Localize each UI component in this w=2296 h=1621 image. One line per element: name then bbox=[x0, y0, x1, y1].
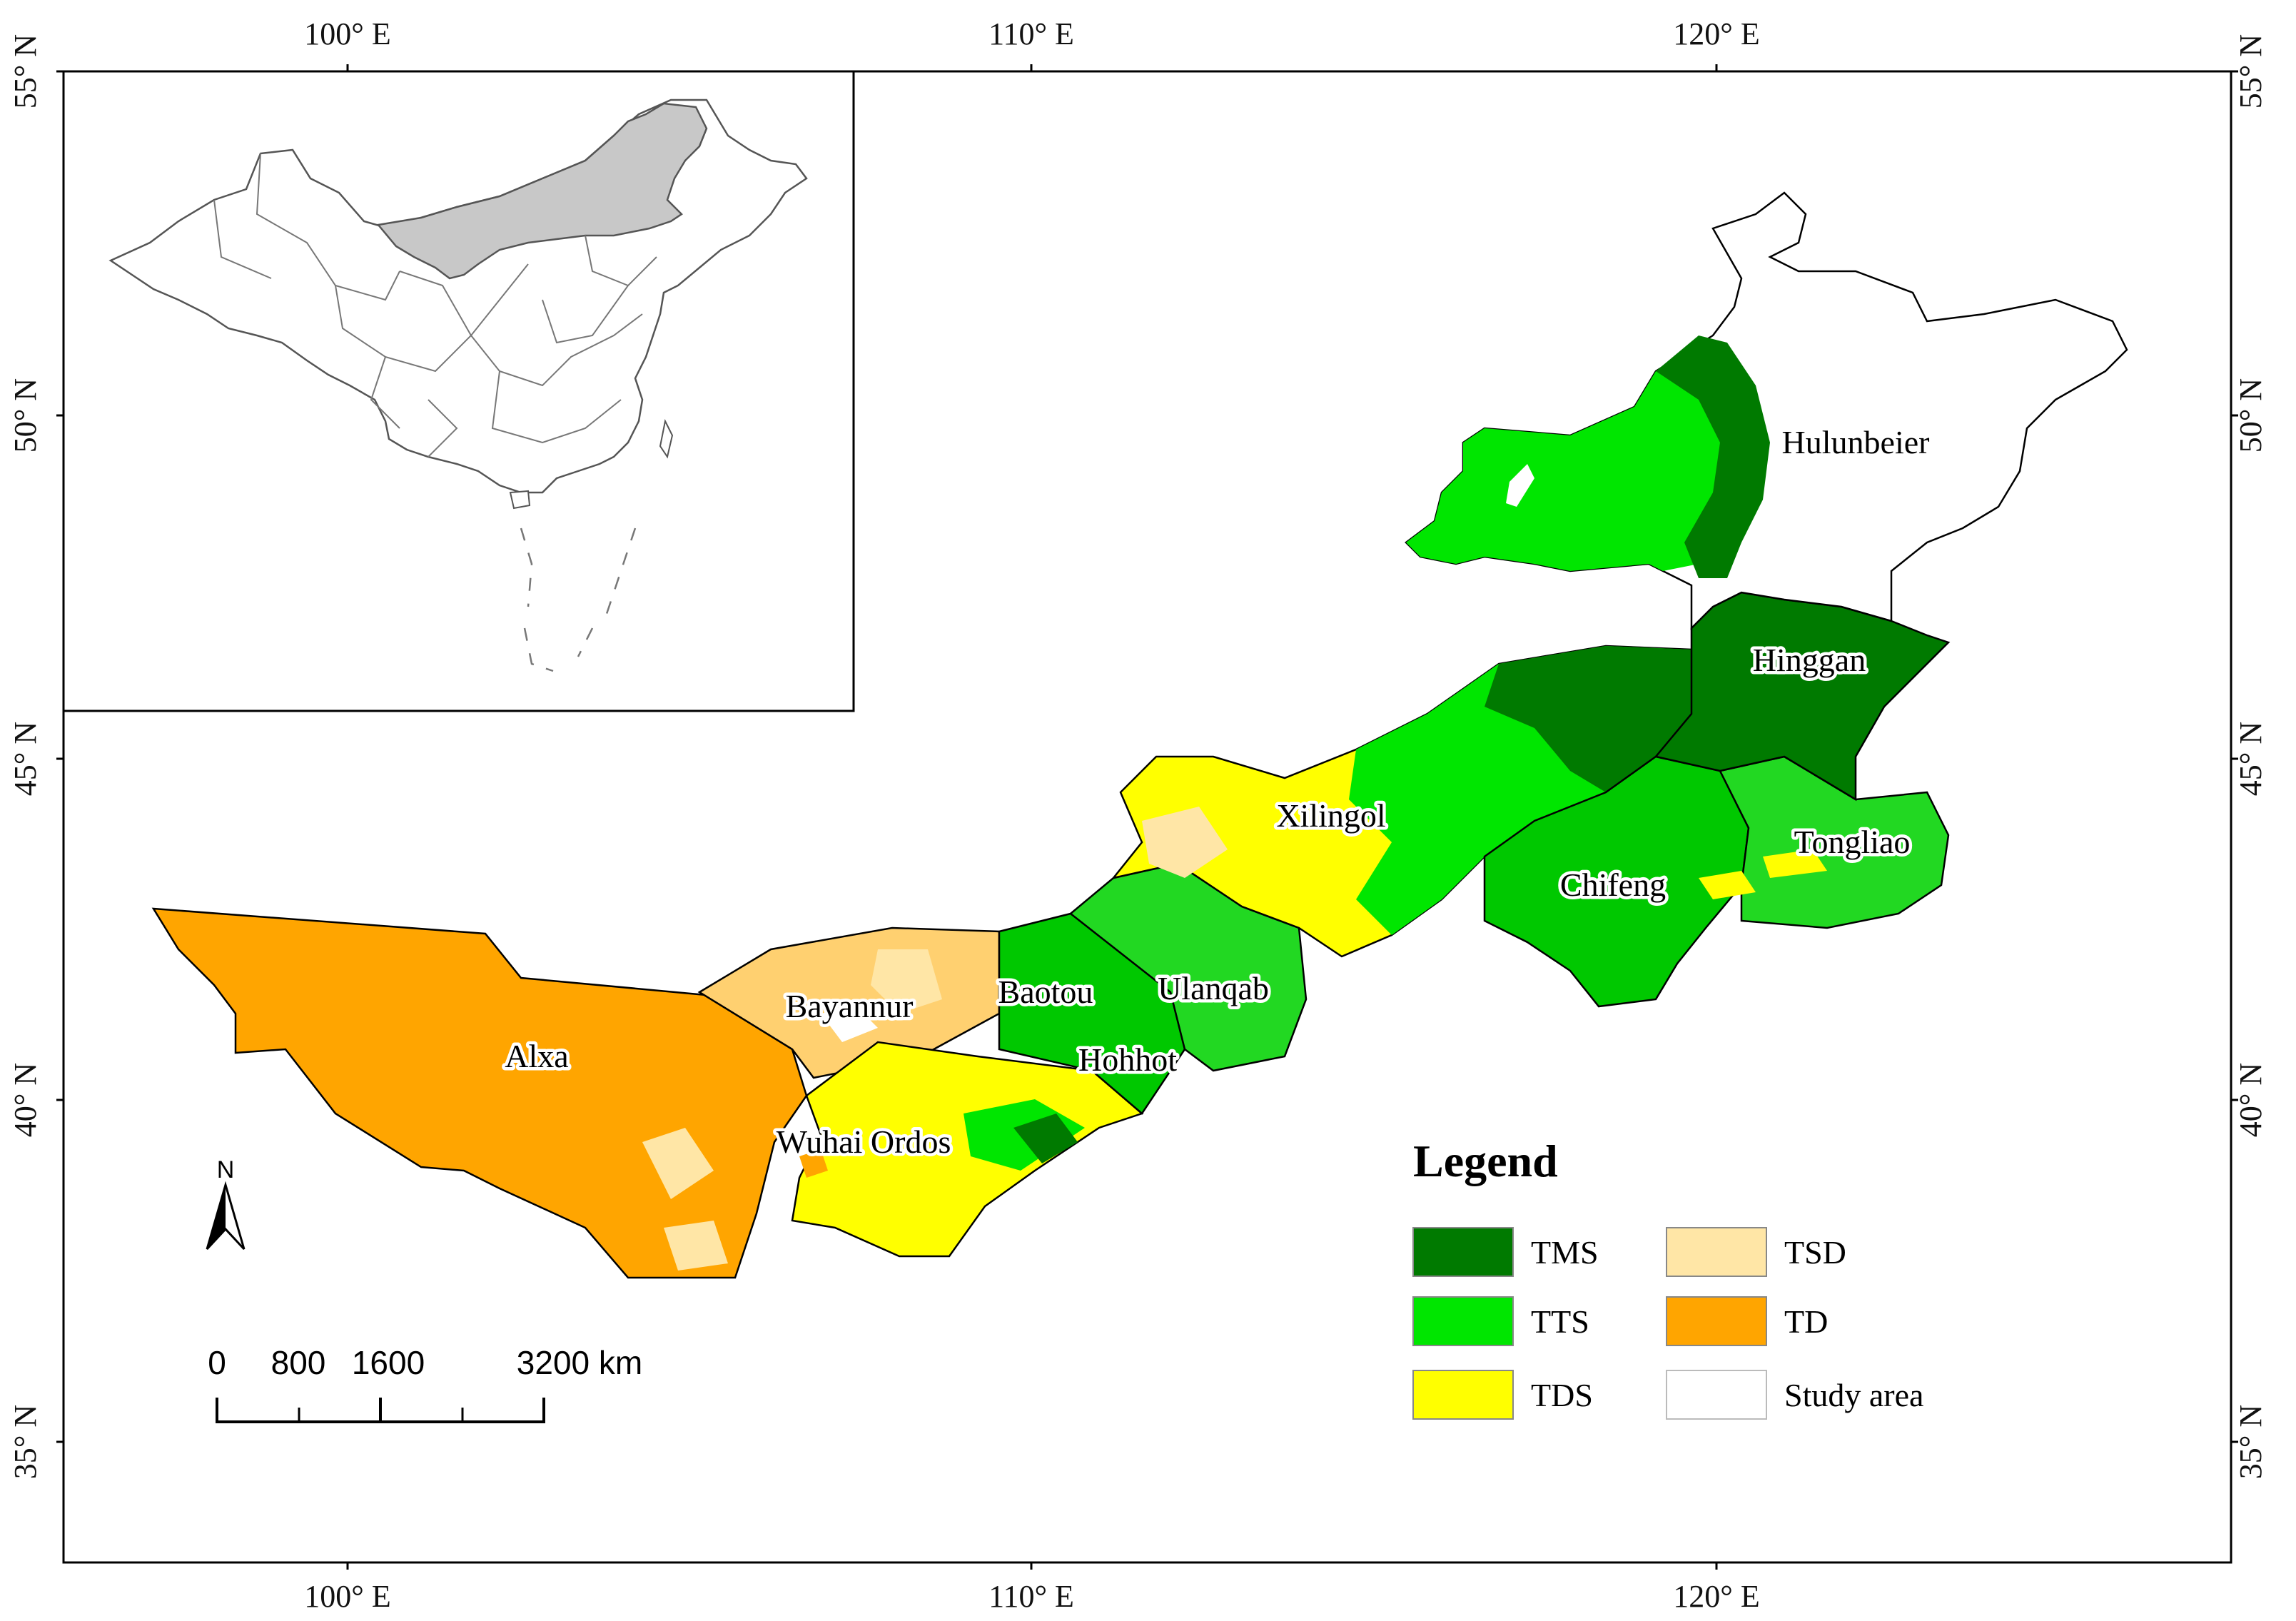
region-chifeng-fill bbox=[1483, 755, 1750, 1008]
north-arrow-label: N bbox=[217, 1156, 235, 1183]
legend-swatch-td bbox=[1666, 1296, 1767, 1346]
north-arrow-shade bbox=[207, 1185, 226, 1249]
lat-tick-left-45: 45° N bbox=[8, 722, 43, 796]
legend-swatch-tms bbox=[1412, 1227, 1514, 1277]
label-alxa: Alxa bbox=[505, 1038, 568, 1074]
lat-tick-right-40: 40° N bbox=[2233, 1063, 2268, 1137]
lat-tick-right-55: 55° N bbox=[2233, 34, 2268, 108]
legend-label-tds: TDS bbox=[1531, 1377, 1593, 1413]
inset-dashed-line bbox=[520, 527, 637, 672]
label-hinggan: Hinggan bbox=[1753, 642, 1866, 678]
lon-tick-top-100: 100° E bbox=[304, 16, 390, 51]
legend-swatch-study-area bbox=[1666, 1370, 1767, 1420]
study-area-map bbox=[151, 191, 2128, 1279]
lon-tick-bottom-100: 100° E bbox=[304, 1579, 390, 1614]
scale-label-3200: 3200 km bbox=[517, 1344, 642, 1381]
scale-label-800: 800 bbox=[271, 1344, 326, 1381]
lat-tick-right-35: 35° N bbox=[2233, 1405, 2268, 1479]
lon-tick-top-110: 110° E bbox=[988, 16, 1074, 51]
lon-tick-bottom-120: 120° E bbox=[1673, 1579, 1759, 1614]
inset-province-lines bbox=[213, 153, 657, 458]
label-tongliao: Tongliao bbox=[1794, 824, 1911, 860]
tick-marks bbox=[56, 64, 2238, 1570]
scale-bar: 0 800 1600 3200 km bbox=[208, 1344, 642, 1423]
inset-study-area-highlight bbox=[376, 102, 708, 280]
lat-tick-left-50: 50° N bbox=[8, 378, 43, 453]
label-xilingol: Xilingol bbox=[1276, 797, 1385, 834]
lat-tick-left-55: 55° N bbox=[8, 34, 43, 108]
inset-taiwan bbox=[659, 418, 674, 459]
legend-label-tts: TTS bbox=[1531, 1303, 1589, 1340]
legend-swatch-tds bbox=[1412, 1370, 1514, 1420]
legend-label-study-area: Study area bbox=[1784, 1377, 1923, 1413]
label-hulunbeier: Hulunbeier bbox=[1782, 424, 1930, 460]
legend-swatch-tts bbox=[1412, 1296, 1514, 1346]
region-hulunbeier-tms bbox=[1656, 335, 1770, 578]
legend-title: Legend bbox=[1413, 1136, 1558, 1186]
legend-label-td: TD bbox=[1784, 1303, 1828, 1340]
land-cover-patches bbox=[642, 807, 1827, 1271]
legend-label-tsd: TSD bbox=[1784, 1234, 1846, 1271]
label-ulanqab: Ulanqab bbox=[1158, 970, 1269, 1006]
legend-label-tms: TMS bbox=[1531, 1234, 1599, 1271]
lat-tick-right-45: 45° N bbox=[2233, 722, 2268, 796]
lat-tick-right-50: 50° N bbox=[2233, 378, 2268, 453]
label-chifeng: Chifeng bbox=[1560, 867, 1666, 903]
north-arrow: N bbox=[206, 1156, 246, 1251]
legend: Legend TMS TTS TDS TSD TD Study area bbox=[1412, 1136, 1923, 1420]
lon-tick-bottom-110: 110° E bbox=[988, 1579, 1074, 1614]
scale-label-0: 0 bbox=[208, 1344, 226, 1381]
lake-white-patch bbox=[1506, 464, 1534, 507]
label-hohhot: Hohhot bbox=[1078, 1041, 1177, 1078]
scale-label-1600: 1600 bbox=[352, 1344, 425, 1381]
label-wuhai-ordos: Wuhai Ordos bbox=[777, 1123, 951, 1160]
label-bayannur: Bayannur bbox=[786, 988, 914, 1024]
lat-tick-left-40: 40° N bbox=[8, 1063, 43, 1137]
legend-swatch-tsd bbox=[1666, 1227, 1767, 1277]
label-baotou: Baotou bbox=[998, 974, 1093, 1010]
lat-tick-left-35: 35° N bbox=[8, 1405, 43, 1479]
inset-hainan bbox=[509, 490, 531, 510]
inset-map bbox=[62, 70, 855, 712]
region-ordos-fill bbox=[791, 1041, 1144, 1258]
region-xilingol-tms bbox=[1485, 646, 1691, 792]
lon-tick-top-120: 120° E bbox=[1673, 16, 1759, 51]
region-hulunbeier-tts bbox=[1406, 357, 1741, 571]
